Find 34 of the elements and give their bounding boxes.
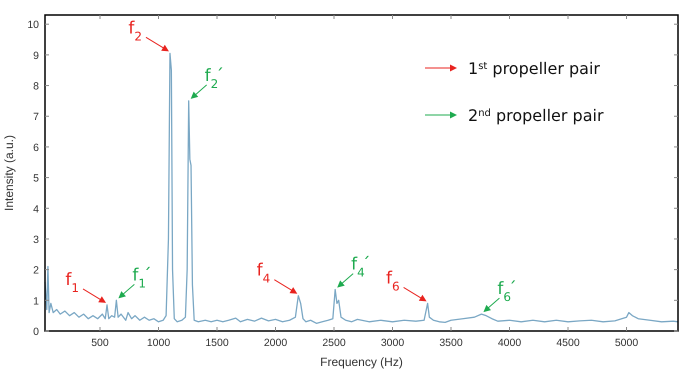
x-tick-label: 3500 xyxy=(439,337,463,349)
x-tick-label: 4000 xyxy=(498,337,522,349)
y-tick-label: 6 xyxy=(33,142,40,154)
y-axis-title: Intensity (a.u.) xyxy=(2,134,16,212)
annotation: f$_{6}$ xyxy=(386,268,400,294)
x-tick-label: 500 xyxy=(91,337,109,349)
annotation: 2$^{nd}$ propeller pair xyxy=(468,106,604,125)
y-tick-label: 4 xyxy=(33,203,40,216)
y-tick-label: 7 xyxy=(33,111,40,124)
x-tick-label: 5000 xyxy=(614,337,638,349)
annotation: f$_{1}$´ xyxy=(132,265,152,290)
annotation: f$_{2}$´ xyxy=(204,66,224,91)
y-tick-label: 1 xyxy=(33,295,40,308)
line-series xyxy=(44,52,679,324)
x-tick-label: 4500 xyxy=(556,337,580,349)
y-tick-label: 9 xyxy=(33,50,40,62)
annotation: f$_{4}$´ xyxy=(351,254,370,280)
x-tick-label: 1500 xyxy=(205,337,229,349)
annotation: 1$^{st}$ propeller pair xyxy=(468,59,600,78)
annotation: f$_{2}$ xyxy=(128,18,142,44)
y-tick-label: 5 xyxy=(33,172,40,185)
x-tick-label: 2500 xyxy=(322,337,346,349)
y-tick-label: 0 xyxy=(33,326,40,338)
annotation: f$_{4}$ xyxy=(256,260,270,286)
y-tick-label: 2 xyxy=(33,264,40,277)
x-tick-label: 3000 xyxy=(380,337,404,349)
annotation: f$_{1}$ xyxy=(65,270,80,295)
x-axis-title: Frequency (Hz) xyxy=(320,355,403,369)
x-tick-label: 1000 xyxy=(146,337,170,349)
y-tick-label: 8 xyxy=(33,80,40,93)
y-tick-label: 3 xyxy=(33,234,40,246)
annotation: f$_{6}$´ xyxy=(497,279,517,304)
x-tick-label: 2000 xyxy=(264,337,288,349)
y-tick-label: 10 xyxy=(27,19,40,32)
